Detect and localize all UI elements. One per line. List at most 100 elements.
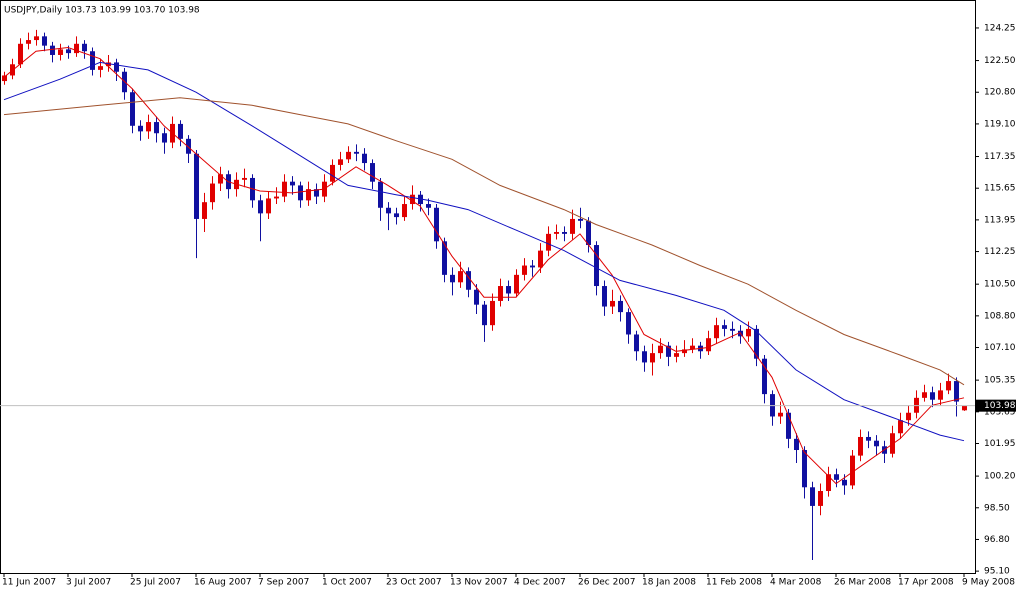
candle-body bbox=[946, 381, 951, 391]
candle-body bbox=[346, 151, 351, 160]
y-tick-label: 103.65 bbox=[984, 407, 1016, 417]
x-tick-label: 13 Nov 2007 bbox=[450, 578, 508, 588]
candle-body bbox=[530, 265, 535, 268]
candle-body bbox=[218, 174, 223, 184]
candle-body bbox=[618, 300, 623, 313]
candle-body bbox=[426, 204, 431, 208]
y-tick-label: 119.10 bbox=[984, 119, 1016, 129]
candle-body bbox=[490, 300, 495, 326]
x-tick-label: 11 Jun 2007 bbox=[2, 578, 56, 588]
candle-body bbox=[834, 474, 839, 480]
candle-body bbox=[578, 218, 583, 221]
y-tick-label: 105.35 bbox=[984, 376, 1016, 386]
x-tick-label: 11 Feb 2008 bbox=[706, 578, 762, 588]
candle-body bbox=[98, 66, 103, 70]
candle-body bbox=[178, 123, 183, 139]
candle-body bbox=[802, 450, 807, 488]
candle-body bbox=[842, 479, 847, 486]
moving-average bbox=[3, 97, 965, 386]
candle-body bbox=[466, 271, 471, 290]
candle-body bbox=[722, 325, 727, 329]
x-tick-label: 23 Oct 2007 bbox=[386, 578, 442, 588]
x-tick-label: 25 Jul 2007 bbox=[130, 578, 181, 588]
x-tick-label: 26 Mar 2008 bbox=[834, 578, 891, 588]
plot-frame bbox=[0, 0, 976, 574]
y-tick-label: 115.65 bbox=[984, 184, 1016, 194]
candle-body bbox=[626, 312, 631, 335]
y-tick-label: 112.25 bbox=[984, 247, 1016, 257]
candle-body bbox=[826, 474, 831, 492]
candle-body bbox=[794, 438, 799, 451]
candle-body bbox=[810, 487, 815, 506]
x-tick-label: 3 Jul 2007 bbox=[66, 578, 111, 588]
candle-body bbox=[330, 164, 335, 182]
y-tick-label: 98.50 bbox=[984, 503, 1010, 513]
x-tick-label: 9 May 2008 bbox=[962, 578, 1015, 588]
candle-body bbox=[74, 43, 79, 54]
x-tick-label: 17 Apr 2008 bbox=[898, 578, 954, 588]
x-tick-label: 26 Dec 2007 bbox=[578, 578, 636, 588]
candle-body bbox=[938, 390, 943, 400]
y-tick-label: 110.50 bbox=[984, 280, 1016, 290]
candle-body bbox=[58, 49, 63, 55]
x-tick-label: 4 Dec 2007 bbox=[514, 578, 566, 588]
candle-body bbox=[866, 436, 871, 441]
candle-body bbox=[26, 40, 31, 44]
candle-body bbox=[690, 345, 695, 350]
x-tick-label: 1 Oct 2007 bbox=[322, 578, 372, 588]
last-price-label: 103.98 bbox=[984, 401, 1016, 411]
x-tick-label: 4 Mar 2008 bbox=[770, 578, 822, 588]
candle-body bbox=[666, 345, 671, 357]
candle-body bbox=[682, 349, 687, 354]
candle-body bbox=[922, 392, 927, 398]
candle-body bbox=[642, 351, 647, 363]
candle-body bbox=[458, 271, 463, 283]
candle-body bbox=[706, 338, 711, 352]
candle-body bbox=[506, 286, 511, 294]
candle-body bbox=[730, 328, 735, 331]
candle-body bbox=[498, 286, 503, 301]
candle-body bbox=[2, 75, 7, 82]
candle-body bbox=[674, 353, 679, 357]
x-tick-label: 16 Aug 2007 bbox=[194, 578, 252, 588]
y-tick-label: 113.95 bbox=[984, 215, 1016, 225]
y-tick-label: 120.80 bbox=[984, 88, 1016, 98]
candle-body bbox=[762, 358, 767, 395]
candle-body bbox=[898, 420, 903, 434]
candle-body bbox=[874, 440, 879, 447]
candle-body bbox=[714, 325, 719, 339]
x-tick-label: 18 Jan 2008 bbox=[642, 578, 696, 588]
candle-body bbox=[42, 36, 47, 46]
candle-body bbox=[306, 189, 311, 201]
candle-body bbox=[394, 213, 399, 218]
candle-body bbox=[138, 125, 143, 132]
candle-body bbox=[818, 491, 823, 506]
candle-body bbox=[258, 200, 263, 214]
candle-body bbox=[146, 122, 151, 132]
candle-body bbox=[514, 274, 519, 294]
y-tick-label: 100.20 bbox=[984, 472, 1016, 482]
candle-body bbox=[562, 231, 567, 234]
candle-body bbox=[858, 436, 863, 456]
x-tick-label: 7 Sep 2007 bbox=[258, 578, 309, 588]
candle-body bbox=[482, 304, 487, 326]
candle-body bbox=[442, 241, 447, 275]
candle-body bbox=[194, 153, 199, 219]
candle-body bbox=[338, 159, 343, 165]
candle-body bbox=[362, 153, 367, 164]
candle-body bbox=[586, 220, 591, 246]
candle-body bbox=[754, 328, 759, 359]
candle-body bbox=[522, 265, 527, 275]
candle-body bbox=[106, 62, 111, 67]
candle-body bbox=[274, 196, 279, 199]
candle-body bbox=[410, 194, 415, 205]
candle-body bbox=[386, 207, 391, 214]
candle-body bbox=[546, 233, 551, 251]
y-tick-label: 101.95 bbox=[984, 439, 1016, 449]
candle-body bbox=[298, 185, 303, 201]
candle-body bbox=[266, 198, 271, 214]
candle-body bbox=[82, 43, 87, 52]
candle-body bbox=[554, 231, 559, 234]
candle-body bbox=[202, 202, 207, 219]
